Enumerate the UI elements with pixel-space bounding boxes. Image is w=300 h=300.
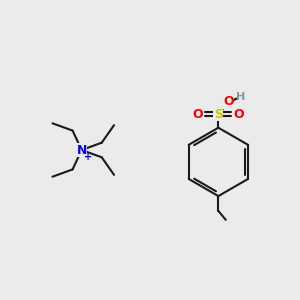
Text: +: + — [84, 152, 92, 161]
Text: O: O — [193, 108, 203, 121]
Text: S: S — [214, 108, 223, 121]
Text: O: O — [224, 95, 234, 108]
Text: O: O — [233, 108, 244, 121]
Text: N: N — [76, 143, 87, 157]
Text: H: H — [236, 92, 245, 102]
